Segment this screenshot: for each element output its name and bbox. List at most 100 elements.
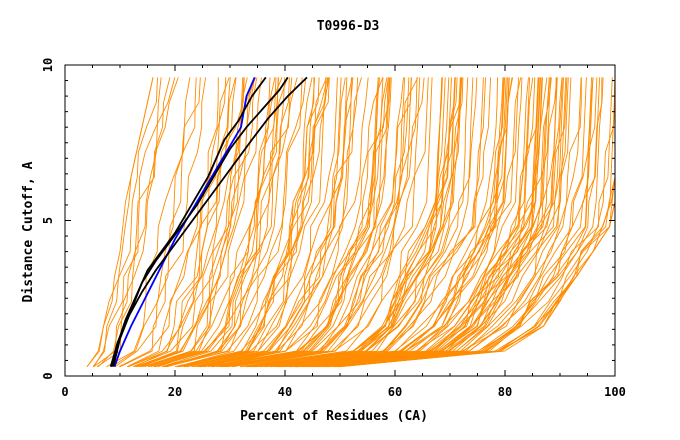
model-series-line bbox=[325, 77, 598, 368]
model-series-line bbox=[329, 77, 613, 368]
model-series-line bbox=[322, 77, 604, 368]
model-series-line bbox=[183, 77, 330, 368]
model-series-line bbox=[261, 77, 464, 368]
model-series-line bbox=[327, 77, 587, 368]
model-series-line bbox=[269, 77, 486, 368]
model-series-line bbox=[254, 77, 462, 368]
model-series-line bbox=[200, 77, 362, 368]
model-series-line bbox=[277, 77, 510, 368]
model-series-line bbox=[97, 77, 179, 368]
model-series-line bbox=[278, 77, 522, 368]
model-series-line bbox=[200, 77, 348, 368]
model-series-line bbox=[128, 77, 245, 368]
model-series-line bbox=[259, 77, 492, 368]
model-series-line bbox=[312, 77, 567, 368]
model-series-line bbox=[186, 77, 346, 368]
model-series-line bbox=[240, 77, 421, 368]
model-series-line bbox=[93, 77, 162, 368]
model-series-line bbox=[283, 77, 508, 368]
x-axis: 0 20 40 60 80 100 bbox=[61, 65, 626, 399]
model-series-line bbox=[224, 77, 410, 368]
model-series-line bbox=[337, 77, 615, 368]
model-series-line bbox=[161, 77, 271, 368]
x-axis-label: Percent of Residues (CA) bbox=[240, 409, 428, 424]
model-series-line bbox=[96, 77, 171, 368]
model-series-line bbox=[250, 77, 456, 368]
model-series-line bbox=[155, 77, 283, 368]
model-series-line bbox=[301, 77, 541, 368]
model-series-line bbox=[232, 77, 429, 368]
highlight-series-line bbox=[109, 76, 308, 367]
model-series-line bbox=[299, 77, 563, 368]
model-series-line bbox=[166, 77, 307, 368]
model-series-line bbox=[253, 77, 461, 368]
x-tick-label: 40 bbox=[278, 385, 292, 399]
y-axis: 0 5 10 bbox=[41, 58, 615, 380]
model-series-line bbox=[157, 77, 293, 368]
model-series-line bbox=[283, 77, 523, 368]
model-series-line bbox=[142, 77, 262, 368]
model-series-line bbox=[176, 77, 313, 368]
model-series-line bbox=[290, 77, 519, 368]
model-series-line bbox=[249, 77, 456, 368]
model-series-line bbox=[154, 77, 289, 368]
x-tick-label: 20 bbox=[168, 385, 182, 399]
model-series-line bbox=[176, 77, 329, 368]
model-series-line bbox=[294, 77, 539, 368]
model-series-line bbox=[274, 77, 506, 368]
model-series-line bbox=[297, 77, 543, 368]
model-series-line bbox=[139, 77, 258, 368]
model-series-line bbox=[183, 77, 338, 368]
model-series-line bbox=[297, 77, 558, 368]
model-series-line bbox=[264, 77, 484, 368]
model-series-line bbox=[164, 77, 303, 368]
y-tick-label: 5 bbox=[41, 217, 55, 224]
model-series-line bbox=[126, 77, 219, 368]
model-series-line bbox=[208, 77, 389, 368]
model-series-line bbox=[313, 77, 582, 368]
model-series-line bbox=[219, 77, 379, 368]
model-series-line bbox=[86, 77, 154, 367]
model-series-line bbox=[111, 77, 197, 368]
highlight-series-line bbox=[112, 76, 289, 367]
model-series-line bbox=[184, 77, 316, 368]
model-series-line bbox=[288, 77, 552, 368]
model-series-line bbox=[200, 77, 384, 368]
x-tick-label: 0 bbox=[61, 385, 68, 399]
model-series-line bbox=[198, 77, 369, 368]
model-series-line bbox=[334, 77, 615, 368]
model-series-line bbox=[187, 77, 327, 368]
model-series-line bbox=[326, 77, 601, 368]
model-series-line bbox=[166, 77, 286, 368]
highlight-lines bbox=[109, 76, 308, 367]
model-series-line bbox=[337, 77, 615, 368]
model-series-line bbox=[220, 77, 419, 368]
model-series-line bbox=[285, 77, 536, 368]
model-series-line bbox=[317, 77, 569, 368]
model-series-line bbox=[119, 77, 207, 368]
model-series-line bbox=[211, 77, 384, 368]
highlight-series-line bbox=[110, 76, 267, 367]
y-tick-label: 10 bbox=[41, 58, 55, 72]
model-series-line bbox=[138, 77, 237, 368]
model-series-line bbox=[240, 77, 433, 368]
model-series-line bbox=[301, 77, 558, 368]
model-series-line bbox=[191, 77, 353, 368]
model-series-line bbox=[315, 77, 582, 368]
x-tick-label: 60 bbox=[388, 385, 402, 399]
model-series-line bbox=[176, 77, 330, 368]
model-series-line bbox=[212, 77, 392, 368]
model-series-line bbox=[106, 77, 191, 368]
model-series-line bbox=[166, 77, 290, 368]
model-series-line bbox=[199, 77, 342, 368]
y-axis-label: Distance Cutoff, A bbox=[21, 161, 36, 302]
model-series-line bbox=[222, 77, 412, 368]
model-series-line bbox=[202, 77, 352, 368]
model-series-line bbox=[254, 77, 478, 368]
x-tick-label: 100 bbox=[604, 385, 626, 399]
model-series-line bbox=[135, 77, 230, 368]
model-series-line bbox=[247, 77, 463, 368]
model-series-line bbox=[309, 77, 564, 368]
model-series-line bbox=[294, 77, 531, 368]
